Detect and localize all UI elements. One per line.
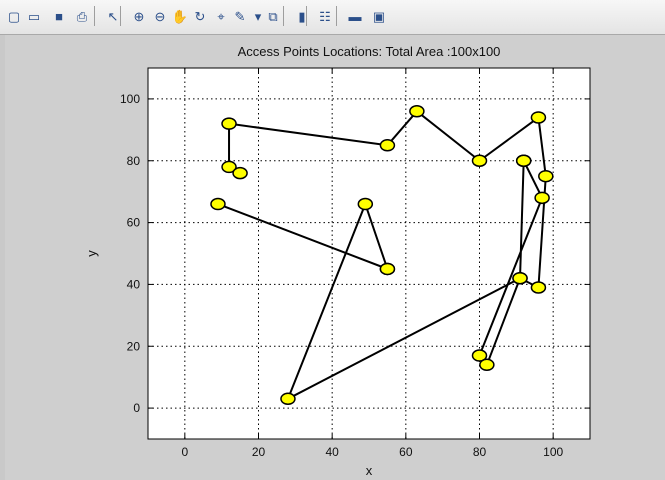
y-axis-label: y: [84, 250, 99, 257]
new-file-icon[interactable]: ▢: [7, 8, 21, 24]
data-point-marker: [471, 154, 488, 167]
series-line: [217, 203, 388, 270]
x-tick-label: 20: [252, 445, 266, 459]
data-point-marker: [221, 117, 237, 130]
save-icon[interactable]: ■: [55, 8, 63, 24]
data-point-marker: [530, 281, 547, 294]
data-point-marker: [530, 111, 547, 124]
axes-background: [148, 68, 590, 439]
hand-icon[interactable]: ✋: [171, 8, 189, 24]
printer-icon[interactable]: ⎙: [76, 8, 88, 24]
zoom-out-icon[interactable]: ⊖: [154, 8, 166, 24]
x-tick-label: 60: [399, 445, 413, 459]
y-tick-label: 40: [127, 277, 141, 291]
axis-ticks: 0 20 40 60 80 100 0 20 40 60 80 100: [120, 68, 590, 459]
data-point-marker: [357, 197, 374, 211]
data-point-marker: [512, 271, 528, 285]
rotate-icon[interactable]: ↻: [194, 8, 206, 24]
x-tick-label: 80: [473, 445, 487, 459]
figure-toolbar: ▢ ▭ ■ ⎙ ↖ ⊕ ⊖ ✋ ↻ ⌖ ✎ ▾ ⧉ ▮ ☷ ▬ ▣: [0, 0, 665, 35]
data-cursor-icon[interactable]: ⌖: [217, 8, 225, 24]
x-tick-label: 0: [181, 445, 188, 459]
data-point-marker: [232, 166, 248, 180]
x-axis-label: x: [366, 463, 373, 478]
y-tick-label: 80: [127, 154, 141, 168]
colorbar-icon[interactable]: ▮: [298, 8, 306, 24]
x-tick-label: 100: [543, 445, 563, 459]
toolbar-separator: [120, 6, 121, 26]
data-point-marker: [221, 160, 237, 174]
data-point-marker: [515, 154, 532, 167]
data-point-marker: [534, 191, 550, 205]
data-point-marker: [280, 392, 296, 406]
arrow-pointer-icon[interactable]: ↖: [107, 8, 119, 24]
data-point-marker: [479, 358, 495, 372]
toolbar-separator: [94, 6, 95, 26]
dropdown-arrow-icon[interactable]: ▾: [254, 8, 262, 24]
hide-tools-icon[interactable]: ▬: [348, 8, 362, 24]
chart-title: Access Points Locations: Total Area :100…: [237, 44, 501, 59]
legend-icon[interactable]: ☷: [319, 8, 331, 24]
toolbar-separator: [306, 6, 307, 26]
data-point-marker: [471, 349, 488, 362]
y-tick-label: 20: [127, 339, 141, 353]
y-tick-label: 60: [127, 216, 141, 230]
x-tick-label: 40: [325, 445, 339, 459]
data-point-marker: [538, 169, 554, 183]
grid-lines: [148, 68, 590, 439]
show-tools-icon[interactable]: ▣: [372, 8, 386, 24]
axes-frame: [147, 67, 591, 440]
data-point-marker: [379, 139, 396, 152]
y-tick-label: 0: [133, 401, 140, 415]
zoom-in-icon[interactable]: ⊕: [133, 8, 145, 24]
y-tick-label: 100: [120, 92, 140, 106]
data-point-marker: [210, 197, 226, 211]
link-icon[interactable]: ⧉: [268, 8, 278, 24]
data-series: [210, 105, 554, 406]
folder-icon[interactable]: ▭: [27, 8, 41, 24]
toolbar-separator: [283, 6, 284, 26]
data-point-marker: [379, 262, 396, 276]
data-point-marker: [409, 105, 425, 118]
brush-icon[interactable]: ✎: [234, 8, 246, 24]
toolbar-separator: [336, 6, 337, 26]
